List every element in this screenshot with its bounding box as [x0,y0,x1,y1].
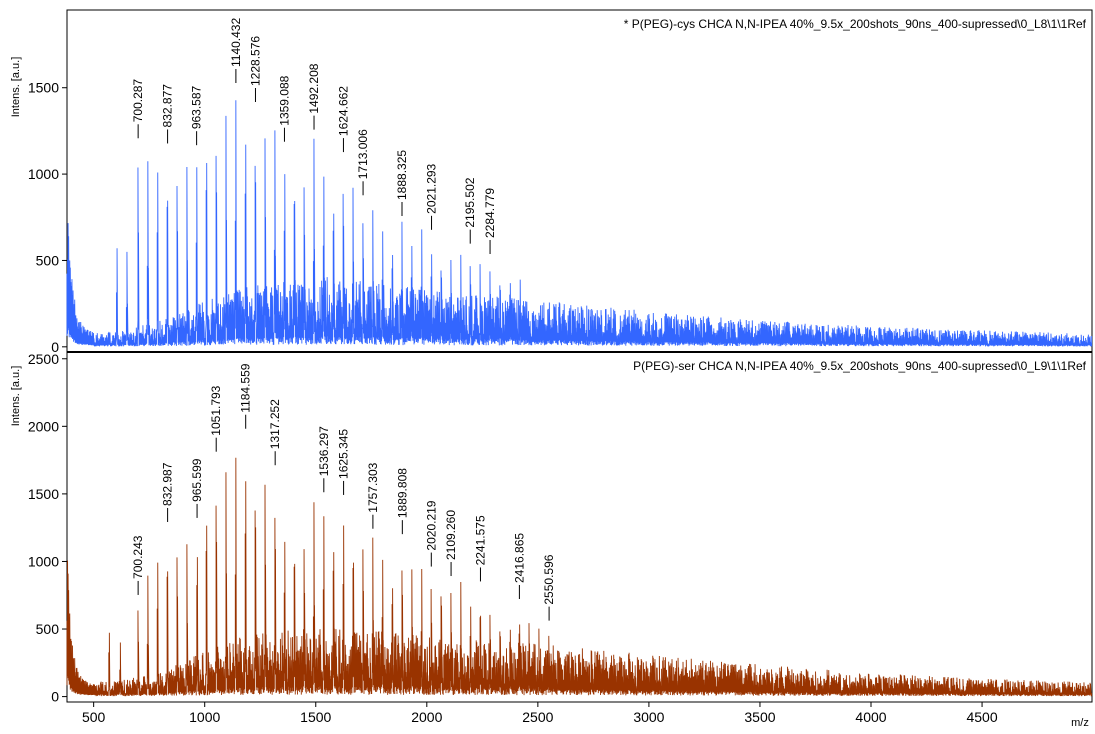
plot-frame [66,9,1093,703]
peak-label: 1624.662 [336,86,350,136]
x-tick-label: 4000 [855,709,886,725]
top-peak-labels: 700.287 832.877 963.587 1140.432 1228.576 135… [131,18,497,254]
peak-label: 1536.297 [317,426,331,476]
peak-label: 1888.325 [395,150,409,200]
x-tick-label: 1500 [300,709,331,725]
x-tick-label: 3500 [744,709,775,725]
x-tick-label: 2500 [522,709,553,725]
peak-label: 1713.006 [356,129,370,179]
x-axis: 500 1000 1500 2000 2500 3000 3500 4000 4500 [82,702,998,725]
y-tick-label: 0 [51,689,59,705]
y-tick-label: 1000 [28,553,59,569]
peak-label: 2020.219 [424,500,438,550]
y-tick-label: 0 [51,339,59,355]
y-tick-label: 1000 [28,166,59,182]
peak-label: 1889.808 [395,468,409,518]
x-axis-title: m/z [1071,717,1089,729]
top-panel-title: * P(PEG)-cys CHCA N,N-IPEA 40%_9.5x_200s… [624,17,1087,31]
peak-label: 1051.793 [209,385,223,435]
y-tick-label: 1500 [28,80,59,96]
peak-label: 2416.865 [512,533,526,583]
y-tick-label: 1500 [28,486,59,502]
top-y-axis: 0 500 1000 1500 [28,80,67,355]
peak-label: 1492.208 [307,63,321,113]
peak-label: 1359.088 [277,75,291,125]
peak-label: 1184.559 [239,363,253,412]
spectrum-line [66,457,1093,697]
bottom-y-axis-title: Intens. [a.u.] [10,366,22,427]
x-tick-label: 500 [82,709,106,725]
y-tick-label: 500 [36,252,60,268]
top-y-axis-title: Intens. [a.u.] [10,57,22,118]
spectrum-line [66,100,1093,347]
peak-label: 2021.293 [425,163,439,213]
x-tick-label: 4500 [966,709,997,725]
x-tick-label: 1000 [189,709,220,725]
bottom-y-axis: 0 500 1000 1500 2000 2500 [28,351,67,705]
y-tick-label: 500 [36,621,60,637]
peak-label: 2109.260 [444,510,458,560]
bottom-panel-title: P(PEG)-ser CHCA N,N-IPEA 40%_9.5x_200sho… [633,359,1087,373]
peak-label: 1757.303 [366,462,380,512]
x-tick-label: 3000 [633,709,664,725]
peak-label: 700.243 [131,535,145,579]
y-tick-label: 2000 [28,418,59,434]
bottom-spectrum-trace [66,457,1093,697]
x-tick-label: 2000 [411,709,442,725]
bottom-peak-labels: 700.243 832.987 965.599 1051.793 1184.559 131… [131,363,556,621]
peak-label: 1625.345 [337,429,351,479]
peak-label: 700.287 [131,79,145,123]
peak-label: 1140.432 [229,18,243,67]
peak-label: 832.877 [161,84,175,128]
peak-label: 2195.502 [463,177,477,227]
peak-label: 2241.575 [473,515,487,565]
peak-label: 1228.576 [248,36,262,86]
peak-label: 1317.252 [268,399,282,449]
peak-label: 963.587 [190,85,204,129]
peak-label: 965.599 [190,458,204,502]
peak-label: 2550.596 [542,554,556,604]
y-tick-label: 2500 [28,351,59,367]
peak-label: 832.987 [161,462,175,506]
top-spectrum-trace [66,100,1093,347]
peak-label: 2284.779 [483,188,497,238]
